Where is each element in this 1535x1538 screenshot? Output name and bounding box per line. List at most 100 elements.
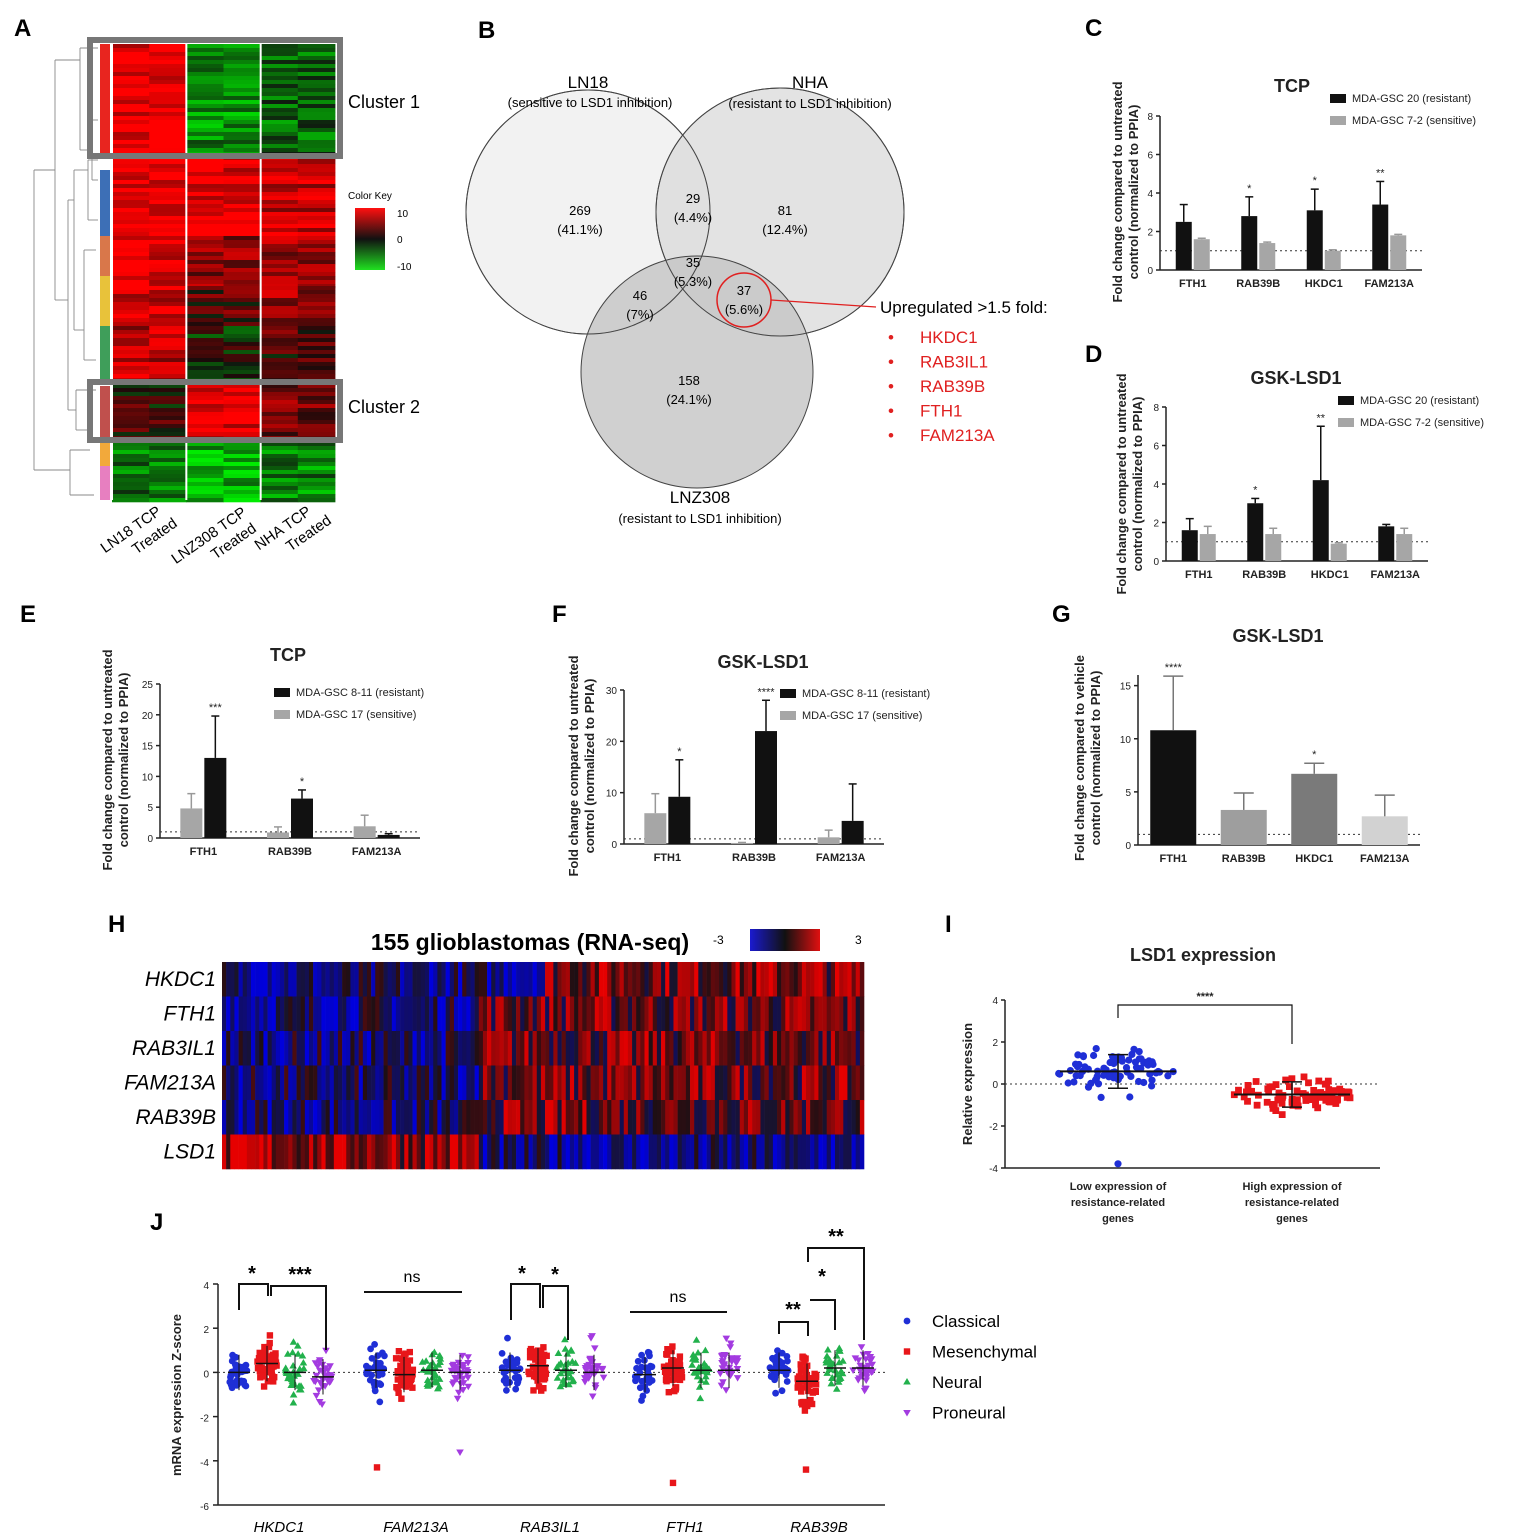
data-point (436, 1358, 444, 1365)
heatmap-cell (297, 100, 336, 105)
heatmap-cell (149, 48, 187, 53)
heatmap-cell (665, 1134, 670, 1170)
heatmap-cell (648, 996, 654, 1032)
data-point (824, 1346, 832, 1353)
heatmap-cell (238, 1134, 244, 1170)
heatmap-cell (149, 362, 187, 367)
heatmap-cell (706, 962, 712, 997)
heatmap-cell (297, 420, 336, 425)
heatmap-cell (644, 1031, 649, 1066)
heatmap-cell (186, 306, 224, 311)
heatmap-cell (375, 1031, 380, 1066)
data-point (1070, 1078, 1078, 1086)
heatmap-cell (491, 962, 496, 997)
data-point (454, 1389, 463, 1397)
heatmap-cell (337, 1134, 343, 1170)
heatmap-cell (297, 346, 336, 351)
heatmap-cell (814, 962, 819, 997)
chart-title: TCP (1274, 76, 1310, 96)
heatmap-cell (223, 208, 262, 213)
heatmap-cell (308, 996, 314, 1032)
heatmap-cell (149, 318, 187, 323)
heatmap-cell (260, 454, 299, 459)
heatmap-cell (495, 1134, 500, 1170)
heatmap-cell (223, 168, 262, 173)
heatmap-cell (714, 1134, 720, 1170)
heatmap-cell (342, 1134, 347, 1170)
heatmap-cell (619, 1134, 625, 1170)
data-point (669, 1343, 676, 1350)
data-point (381, 1352, 388, 1360)
y-axis-label: Fold change compared to untreated control… (566, 655, 597, 876)
heatmap-cell (223, 160, 262, 165)
heatmap-cell (636, 1100, 641, 1135)
heatmap-cell (760, 1065, 765, 1101)
heatmap-cell (260, 432, 299, 437)
heatmap-cell (470, 1065, 475, 1101)
heatmap-cell (186, 268, 224, 273)
heatmap-cell (267, 962, 272, 997)
data-point (293, 1342, 302, 1349)
heatmap-cell (223, 424, 262, 429)
data-point (289, 1399, 298, 1406)
heatmap-cell (855, 1100, 861, 1135)
heatmap-cell (223, 314, 262, 319)
data-point (660, 1363, 668, 1370)
heatmap-cell (719, 1031, 724, 1066)
heatmap-cell (743, 1100, 749, 1135)
heatmap-cell (462, 1031, 467, 1066)
heatmap-cell (260, 252, 299, 257)
heatmap-cell (112, 128, 150, 133)
data-point (288, 1348, 297, 1356)
heatmap-cell (404, 962, 409, 997)
heatmap-cell (329, 1065, 335, 1101)
heatmap-cell (260, 268, 299, 273)
heatmap-cell (677, 962, 683, 997)
heatmap-cell (223, 136, 262, 141)
significance-bracket (542, 1285, 569, 1340)
venn-region-percent: (41.1%) (557, 222, 603, 237)
venn-region-percent: (24.1%) (666, 392, 712, 407)
heatmap-cell (598, 1100, 604, 1135)
heatmap-cell (632, 1031, 637, 1066)
panel-labels: A B C D E F G H I J (14, 15, 1102, 1236)
data-point (264, 1366, 271, 1373)
data-point (854, 1377, 862, 1384)
svg-text:control (normalized to PPIA): control (normalized to PPIA) (1126, 105, 1141, 280)
venn-region-percent: (5.3%) (674, 274, 712, 289)
heatmap-cell (186, 132, 224, 137)
heatmap-cell (300, 1031, 306, 1066)
heatmap-cell (186, 326, 224, 331)
heatmap-cell (499, 996, 504, 1032)
heatmap-cell (112, 220, 150, 225)
heatmap-cell (186, 388, 224, 393)
data-point (1079, 1052, 1087, 1060)
heatmap-cell (223, 200, 262, 205)
heatmap-cell (768, 1134, 774, 1170)
heatmap-cell (756, 1031, 761, 1066)
heatmap-cell (499, 1031, 504, 1066)
heatmap-cell (260, 44, 299, 49)
heatmap-cell (847, 1100, 852, 1135)
y-axis-label: Fold change compared to untreated control… (1114, 373, 1145, 594)
heatmap-cell (279, 962, 285, 997)
data-point (256, 1349, 263, 1357)
heatmap-cell (545, 1065, 550, 1101)
y-tick-label: 6 (1147, 151, 1153, 162)
heatmap-cell (112, 176, 150, 181)
heatmap-row-label: RAB3IL1 (132, 1037, 216, 1060)
heatmap-cell (260, 342, 299, 347)
data-point (1252, 1078, 1260, 1085)
heatmap-cell (260, 76, 299, 81)
heatmap-cell (149, 260, 187, 265)
heatmap-cell (520, 1100, 525, 1135)
heatmap-cell (557, 1100, 562, 1135)
heatmap-cell (255, 1100, 260, 1135)
heatmap-cell (186, 482, 224, 487)
svg-text:Fold change compared to untrea: Fold change compared to untreated (1114, 373, 1129, 594)
heatmap-cell (661, 1031, 666, 1066)
heatmap-cell (223, 276, 262, 281)
heatmap-cell (495, 996, 500, 1032)
heatmap-cell (342, 1100, 347, 1135)
heatmap-cell (186, 176, 224, 181)
